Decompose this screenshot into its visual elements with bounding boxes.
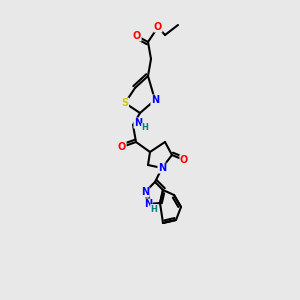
Text: N: N bbox=[151, 95, 159, 105]
Text: O: O bbox=[180, 155, 188, 165]
Text: N: N bbox=[144, 199, 152, 209]
Text: N: N bbox=[158, 163, 166, 173]
Text: N: N bbox=[141, 187, 149, 197]
Text: S: S bbox=[122, 98, 129, 108]
Text: H: H bbox=[142, 124, 148, 133]
Text: N: N bbox=[134, 118, 142, 128]
Text: H: H bbox=[151, 205, 158, 214]
Text: O: O bbox=[118, 142, 126, 152]
Text: O: O bbox=[133, 31, 141, 41]
Text: O: O bbox=[154, 22, 162, 32]
